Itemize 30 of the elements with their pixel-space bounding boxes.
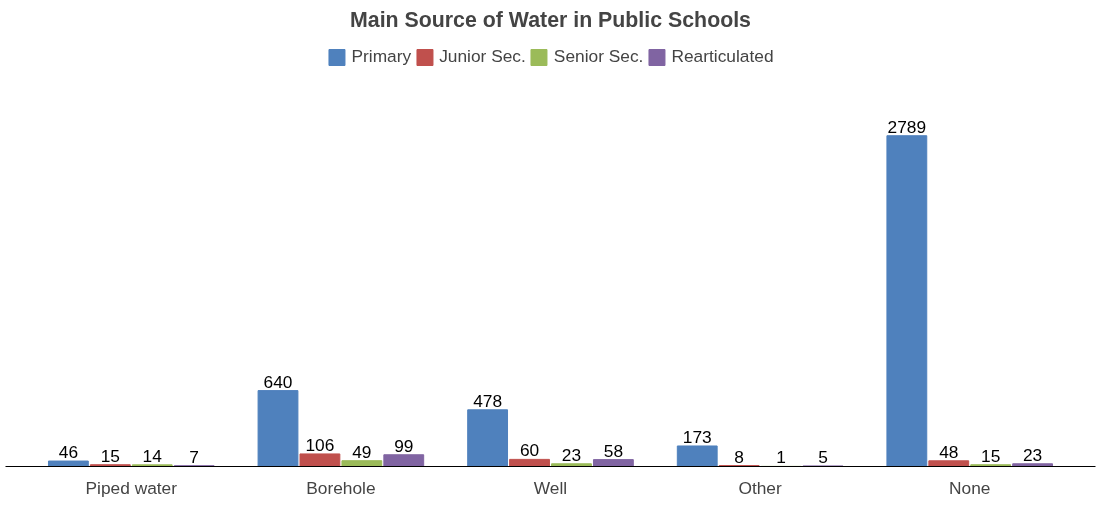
- legend-label: Junior Sec.: [439, 46, 526, 67]
- data-label: 60: [519, 440, 540, 461]
- data-label: 173: [682, 426, 712, 447]
- legend-label: Rearticulated: [671, 46, 774, 67]
- x-tick-label: Other: [738, 477, 783, 498]
- data-label: 2789: [887, 116, 927, 137]
- data-label: 478: [473, 390, 503, 411]
- legend-label: Senior Sec.: [553, 46, 644, 67]
- data-label: 15: [100, 445, 120, 466]
- data-label: 46: [58, 442, 79, 463]
- data-label: 640: [263, 371, 293, 392]
- data-label: 106: [305, 434, 335, 455]
- data-label: 48: [939, 441, 959, 462]
- chart-title: Main Source of Water in Public Schools: [350, 7, 751, 32]
- x-tick-label: Borehole: [306, 477, 376, 498]
- x-tick-label: None: [949, 477, 991, 498]
- data-label: 99: [394, 435, 414, 456]
- data-label: 14: [142, 445, 163, 466]
- x-tick-label: Piped water: [85, 477, 178, 498]
- data-label: 15: [981, 445, 1001, 466]
- data-label: 8: [734, 446, 744, 467]
- x-tick-label: Well: [533, 477, 568, 498]
- legend-label: Primary: [351, 46, 412, 67]
- data-label: 49: [352, 441, 372, 462]
- data-label: 5: [818, 446, 828, 467]
- data-label: 23: [1022, 444, 1043, 465]
- data-label: 58: [603, 440, 624, 461]
- data-label: 1: [776, 447, 786, 468]
- data-label: 7: [189, 446, 199, 467]
- data-label: 23: [561, 444, 582, 465]
